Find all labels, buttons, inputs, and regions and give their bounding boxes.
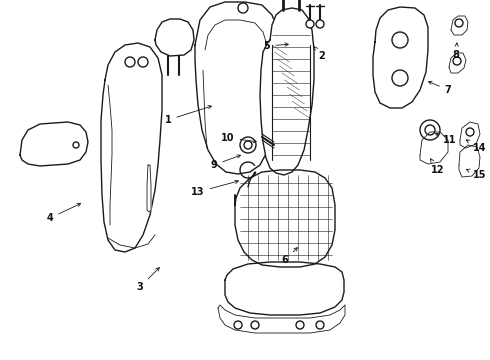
Polygon shape	[449, 53, 466, 73]
Circle shape	[392, 70, 408, 86]
Circle shape	[240, 137, 256, 153]
Circle shape	[125, 57, 135, 67]
Polygon shape	[460, 122, 480, 148]
Circle shape	[420, 120, 440, 140]
Text: 2: 2	[314, 46, 325, 61]
Text: 6: 6	[282, 248, 297, 265]
Polygon shape	[260, 8, 314, 175]
Circle shape	[316, 20, 324, 28]
Polygon shape	[235, 170, 335, 267]
Text: 11: 11	[436, 133, 457, 145]
Text: 3: 3	[137, 267, 159, 292]
Circle shape	[455, 19, 463, 27]
Text: 4: 4	[47, 203, 81, 223]
Polygon shape	[195, 2, 280, 174]
Polygon shape	[225, 262, 344, 315]
Text: 15: 15	[466, 169, 487, 180]
Text: 12: 12	[431, 159, 445, 175]
Circle shape	[73, 142, 79, 148]
Circle shape	[234, 321, 242, 329]
Text: 7: 7	[428, 81, 451, 95]
Circle shape	[453, 57, 461, 65]
Text: 10: 10	[221, 133, 256, 143]
Circle shape	[251, 321, 259, 329]
Circle shape	[306, 20, 314, 28]
Text: 1: 1	[165, 105, 212, 125]
Polygon shape	[20, 122, 88, 166]
Text: 9: 9	[211, 155, 241, 170]
Circle shape	[316, 321, 324, 329]
Text: 5: 5	[264, 41, 288, 51]
Text: 13: 13	[191, 180, 239, 197]
Polygon shape	[420, 132, 448, 164]
Polygon shape	[459, 145, 480, 177]
Circle shape	[392, 32, 408, 48]
Circle shape	[238, 3, 248, 13]
Circle shape	[244, 141, 252, 149]
Circle shape	[296, 321, 304, 329]
Text: 14: 14	[466, 140, 487, 153]
Circle shape	[466, 128, 474, 136]
Polygon shape	[373, 7, 428, 108]
Polygon shape	[451, 16, 468, 35]
Polygon shape	[155, 19, 194, 56]
Polygon shape	[101, 43, 162, 252]
Text: 8: 8	[453, 43, 460, 60]
Circle shape	[138, 57, 148, 67]
Circle shape	[425, 125, 435, 135]
Polygon shape	[218, 305, 345, 333]
Polygon shape	[147, 165, 151, 212]
